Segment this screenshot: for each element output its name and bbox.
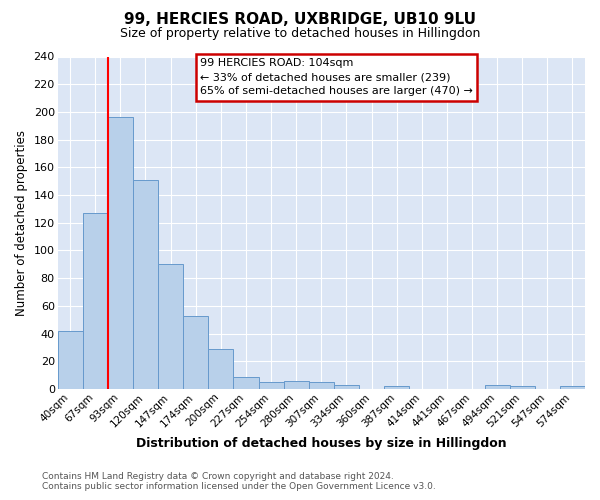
Bar (485, 385, 509, 389)
Bar (133, 180, 158, 389)
Bar (384, 386, 409, 389)
Bar (233, 376, 259, 389)
Text: Contains public sector information licensed under the Open Government Licence v3: Contains public sector information licen… (42, 482, 436, 491)
Text: Size of property relative to detached houses in Hillingdon: Size of property relative to detached ho… (120, 28, 480, 40)
Bar (108, 118, 133, 389)
Y-axis label: Number of detached properties: Number of detached properties (15, 130, 28, 316)
Bar (509, 386, 535, 389)
Bar (158, 264, 183, 389)
Bar (560, 386, 585, 389)
Bar (309, 382, 334, 389)
Text: Contains HM Land Registry data © Crown copyright and database right 2024.: Contains HM Land Registry data © Crown c… (42, 472, 394, 481)
Bar (183, 316, 208, 389)
X-axis label: Distribution of detached houses by size in Hillingdon: Distribution of detached houses by size … (136, 437, 506, 450)
Text: 99, HERCIES ROAD, UXBRIDGE, UB10 9LU: 99, HERCIES ROAD, UXBRIDGE, UB10 9LU (124, 12, 476, 28)
Bar (58, 331, 83, 389)
Bar (284, 380, 309, 389)
Text: 99 HERCIES ROAD: 104sqm
← 33% of detached houses are smaller (239)
65% of semi-d: 99 HERCIES ROAD: 104sqm ← 33% of detache… (200, 58, 473, 96)
Bar (259, 382, 284, 389)
Bar (334, 385, 359, 389)
Bar (208, 349, 233, 389)
Bar (83, 213, 108, 389)
